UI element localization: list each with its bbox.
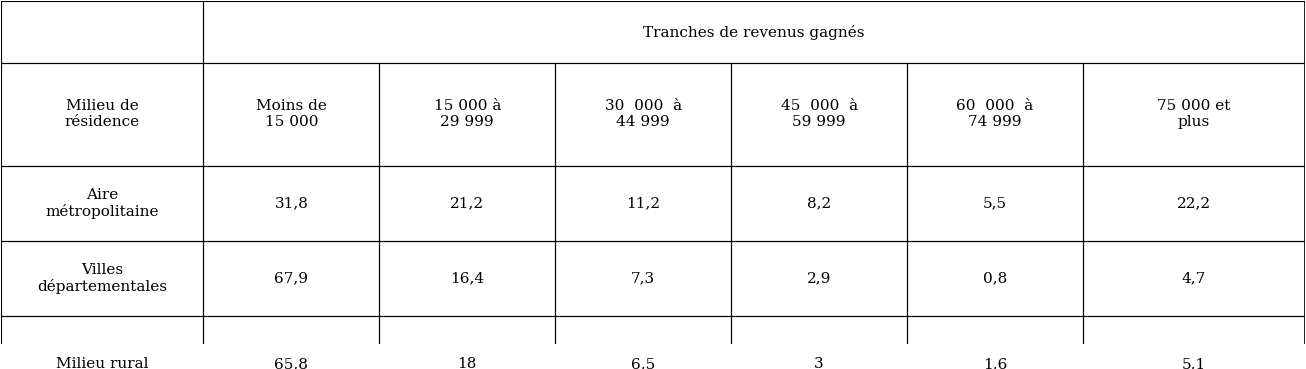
Text: 0,8: 0,8	[983, 272, 1007, 286]
Text: 67,9: 67,9	[274, 272, 308, 286]
Text: 18: 18	[457, 357, 477, 369]
Text: Aire
métropolitaine: Aire métropolitaine	[46, 187, 159, 219]
Text: 45  000  à
59 999: 45 000 à 59 999	[781, 99, 858, 130]
Text: Milieu rural: Milieu rural	[56, 357, 149, 369]
Text: 6,5: 6,5	[631, 357, 656, 369]
Text: 2,9: 2,9	[807, 272, 832, 286]
Text: 3: 3	[815, 357, 824, 369]
Text: 65,8: 65,8	[274, 357, 308, 369]
Text: 8,2: 8,2	[807, 196, 832, 210]
Text: Moins de
15 000: Moins de 15 000	[256, 99, 326, 130]
Text: 31,8: 31,8	[274, 196, 308, 210]
Text: 11,2: 11,2	[626, 196, 661, 210]
Text: 60  000  à
74 999: 60 000 à 74 999	[956, 99, 1034, 130]
Text: 75 000 et
plus: 75 000 et plus	[1157, 99, 1230, 130]
Text: 1,6: 1,6	[983, 357, 1007, 369]
Text: 30  000  à
44 999: 30 000 à 44 999	[605, 99, 682, 130]
Text: 16,4: 16,4	[451, 272, 485, 286]
Text: Tranches de revenus gagnés: Tranches de revenus gagnés	[644, 25, 865, 40]
Text: Milieu de
résidence: Milieu de résidence	[65, 99, 140, 130]
Text: 15 000 à
29 999: 15 000 à 29 999	[434, 99, 502, 130]
Text: 21,2: 21,2	[451, 196, 485, 210]
Text: 4,7: 4,7	[1182, 272, 1205, 286]
Text: 5,5: 5,5	[983, 196, 1007, 210]
Text: Villes
départementales: Villes départementales	[38, 263, 167, 294]
Text: 22,2: 22,2	[1177, 196, 1211, 210]
Text: 7,3: 7,3	[631, 272, 656, 286]
Text: 5,1: 5,1	[1182, 357, 1205, 369]
